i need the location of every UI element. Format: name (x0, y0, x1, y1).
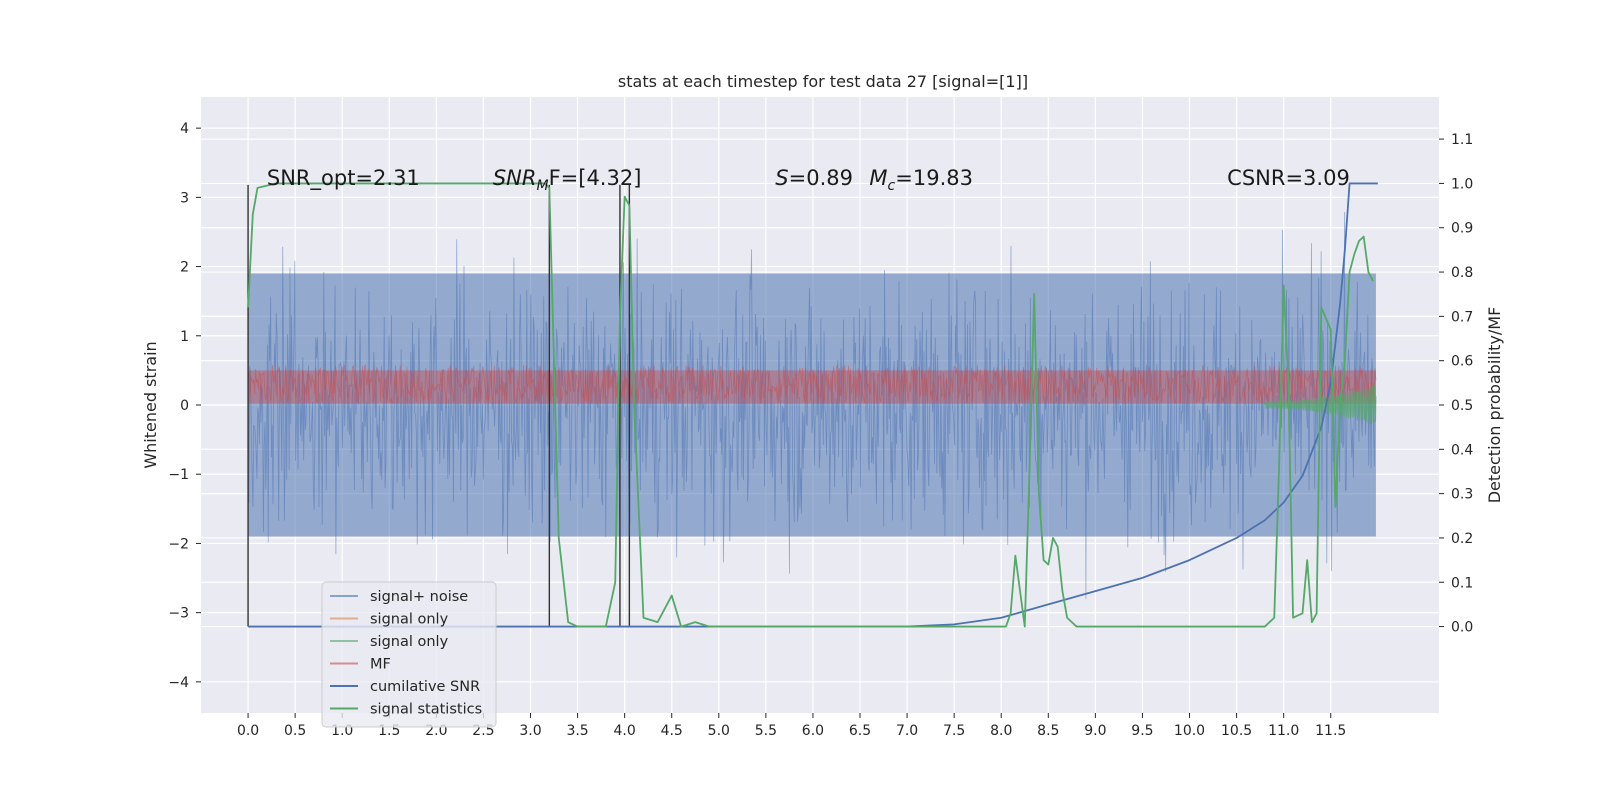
y-tick-label-right: 0.6 (1451, 354, 1473, 370)
x-tick-label: 6.5 (849, 723, 871, 739)
y-tick-label-right: 0.3 (1451, 487, 1473, 503)
x-tick-label: 8.5 (1037, 723, 1059, 739)
legend-label: cumilative SNR (370, 679, 480, 695)
y-tick-label: −3 (168, 606, 189, 622)
x-tick-label: 4.5 (661, 723, 683, 739)
y-axis-label-right: Detection probability/MF (1485, 307, 1504, 504)
x-tick-label: 7.5 (943, 723, 965, 739)
x-tick-label: 9.5 (1131, 723, 1153, 739)
legend-label: signal statistics (370, 702, 482, 718)
y-axis-right: 1.1 1.0 0.9 0.8 0.7 0.6 0.5 0.4 0.3 0.2 0.1 0.0 (1439, 132, 1473, 636)
x-tick-label: 11.0 (1268, 723, 1299, 739)
y-tick-label: −4 (168, 675, 189, 691)
x-tick-label: 5.5 (755, 723, 777, 739)
legend-label: signal only (370, 634, 449, 650)
chart-title: stats at each timestep for test data 27 … (618, 72, 1028, 91)
y-tick-label: −2 (168, 536, 189, 552)
y-tick-label: 3 (180, 190, 189, 206)
y-tick-label-right: 0.2 (1451, 531, 1473, 547)
y-tick-label-right: 0.8 (1451, 265, 1473, 281)
y-tick-label-right: 0.7 (1451, 309, 1473, 325)
x-tick-label: 7.0 (896, 723, 918, 739)
annotation-0: SNR_opt=2.31 (267, 166, 420, 191)
mf-band-layer (247, 364, 1377, 424)
annotation-1: SNRMF=[4.32] (493, 166, 642, 194)
noise-band-layer (247, 212, 1377, 599)
series-line-cumulative-snr (248, 182, 1378, 628)
annotations: SNR_opt=2.31 SNRMF=[4.32] S=0.89 Mc=19.83 CS… (267, 166, 1350, 194)
y-axis-left: 4 3 2 1 0 −1 −2 −3 −4 (168, 121, 201, 691)
y-tick-label-right: 0.9 (1451, 221, 1473, 237)
x-axis: 0.0 0.5 1.0 1.5 2.0 2.5 3.0 3.5 4.0 4.5 5.0 5.5 6.0 6… (237, 713, 1346, 739)
y-tick-label: 1 (180, 329, 189, 345)
annotation-4: CSNR=3.09 (1227, 166, 1350, 190)
annotation-3: Mc=19.83 (869, 166, 973, 194)
y-tick-label-right: 1.0 (1451, 176, 1473, 192)
y-tick-label: −1 (168, 467, 189, 483)
legend-label: signal+ noise (370, 589, 468, 605)
legend-label: MF (370, 657, 391, 673)
y-tick-label: 2 (180, 260, 189, 276)
series-line-signal-noise (247, 212, 1377, 599)
legend-label: signal only (370, 612, 449, 628)
y-tick-label-right: 1.1 (1451, 132, 1473, 148)
legend: signal+ noise signal only signal only MF cum… (321, 581, 497, 728)
x-tick-label: 4.0 (614, 723, 636, 739)
x-tick-label: 10.5 (1221, 723, 1252, 739)
x-tick-label: 6.0 (802, 723, 824, 739)
x-tick-label: 3.5 (566, 723, 588, 739)
x-tick-label: 11.5 (1315, 723, 1346, 739)
x-tick-label: 3.0 (519, 723, 541, 739)
x-tick-label: 8.0 (990, 723, 1012, 739)
series-line-signal-statistics (247, 182, 1374, 628)
y-tick-label: 0 (180, 398, 189, 414)
x-tick-label: 10.0 (1174, 723, 1205, 739)
y-tick-label-right: 0.0 (1451, 620, 1473, 636)
y-tick-label-right: 0.4 (1451, 442, 1473, 458)
x-tick-label: 5.0 (708, 723, 730, 739)
x-tick-label: 9.0 (1084, 723, 1106, 739)
y-tick-label-right: 0.5 (1451, 398, 1473, 414)
annotation-2: S=0.89 (775, 166, 853, 190)
series-line-mf (247, 364, 1377, 405)
x-tick-label: 0.5 (284, 723, 306, 739)
series-layer (247, 182, 1378, 628)
x-tick-label: 0.0 (237, 723, 259, 739)
y-axis-label-left: Whitened strain (141, 341, 160, 468)
y-tick-label-right: 0.1 (1451, 575, 1473, 591)
y-tick-label: 4 (180, 121, 189, 137)
vertical-markers (247, 184, 631, 627)
legend-box (321, 581, 497, 728)
